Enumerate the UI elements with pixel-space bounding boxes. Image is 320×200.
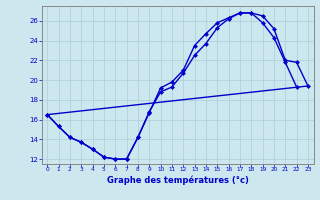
X-axis label: Graphe des températures (°c): Graphe des températures (°c) — [107, 175, 249, 185]
